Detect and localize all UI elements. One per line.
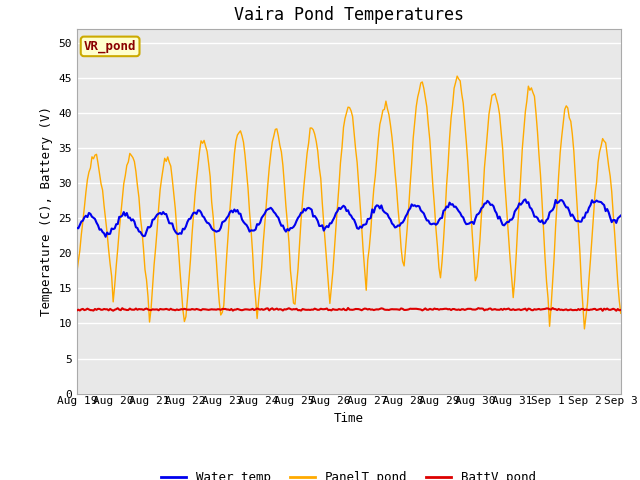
- Text: VR_pond: VR_pond: [84, 40, 136, 53]
- Y-axis label: Temperature (C), Battery (V): Temperature (C), Battery (V): [40, 106, 53, 316]
- Legend: Water_temp, PanelT_pond, BattV_pond: Water_temp, PanelT_pond, BattV_pond: [156, 467, 541, 480]
- Title: Vaira Pond Temperatures: Vaira Pond Temperatures: [234, 6, 464, 24]
- X-axis label: Time: Time: [334, 412, 364, 425]
